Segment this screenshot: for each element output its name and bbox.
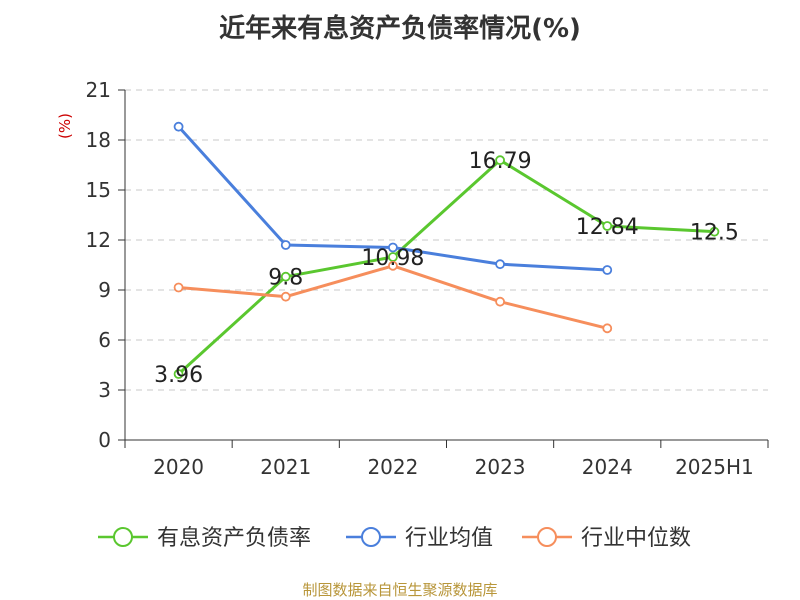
series-line — [178, 264, 608, 330]
legend-label: 行业均值 — [405, 526, 493, 551]
data-label: 12.5 — [690, 221, 739, 246]
data-point — [709, 226, 720, 237]
data-point — [280, 291, 291, 302]
data-label: 9.8 — [268, 266, 303, 291]
legend-label: 行业中位数 — [581, 526, 691, 551]
data-point — [495, 155, 505, 166]
y-tick-label: 3 — [98, 378, 111, 402]
data-point — [388, 242, 398, 253]
data-point — [495, 259, 505, 270]
source-footer: 制图数据来自恒生聚源数据库 — [302, 581, 498, 599]
x-tick-label: 2021 — [260, 455, 311, 479]
data-label: 12.84 — [576, 215, 639, 240]
y-tick-label: 15 — [86, 178, 111, 202]
data-point — [495, 296, 505, 307]
data-label: 16.79 — [469, 149, 532, 174]
y-tick-label: 9 — [98, 278, 111, 302]
data-point — [280, 240, 291, 250]
legend-label: 有息资产负债率 — [157, 526, 311, 551]
x-tick-label: 2020 — [153, 455, 204, 479]
data-point — [173, 121, 184, 132]
data-point — [602, 221, 613, 231]
data-point — [602, 265, 613, 275]
x-tick-label: 2025H1 — [675, 455, 754, 479]
y-tick-label: 0 — [98, 428, 111, 452]
x-tick-label: 2024 — [582, 455, 633, 479]
data-label: 3.96 — [154, 363, 203, 388]
legend-marker — [113, 527, 133, 547]
y-tick-label: 12 — [86, 228, 111, 252]
data-point — [173, 369, 184, 379]
y-axis-label: (%) — [56, 113, 74, 139]
y-tick-label: 18 — [86, 128, 111, 152]
data-point — [280, 271, 291, 282]
series-line — [177, 158, 715, 376]
x-tick-label: 2022 — [367, 455, 418, 479]
data-point — [602, 323, 613, 334]
data-point — [388, 260, 398, 271]
legend-marker — [361, 527, 381, 547]
legend-marker — [537, 527, 557, 547]
x-tick-label: 2023 — [475, 455, 526, 479]
y-tick-label: 21 — [86, 78, 111, 102]
y-tick-label: 6 — [98, 328, 111, 352]
data-label: 10.98 — [361, 246, 424, 271]
data-point — [173, 282, 184, 293]
chart-title: 近年来有息资产负债率情况(%) — [219, 14, 581, 44]
